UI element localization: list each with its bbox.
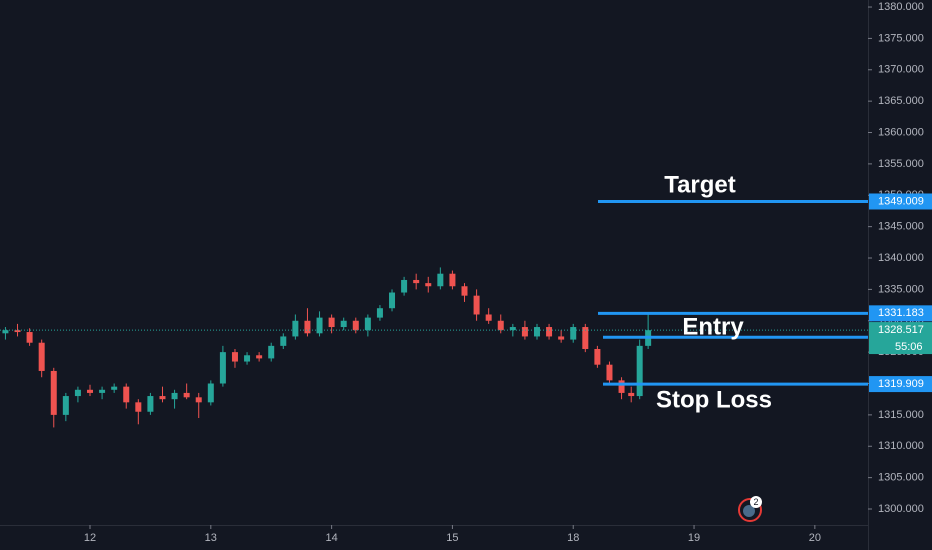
candle-body: [425, 283, 432, 287]
candle-body: [14, 330, 21, 333]
badge-count: 2: [753, 497, 758, 507]
candle-body: [401, 279, 408, 293]
level-price-label: 1349.009: [878, 195, 924, 207]
candle-body: [62, 396, 69, 415]
level-price-box: [869, 305, 932, 322]
candle-body: [256, 355, 263, 359]
candle-body: [558, 336, 565, 340]
candle-body: [521, 327, 528, 337]
candle-body: [352, 320, 359, 331]
event-icon-inner: [743, 505, 755, 517]
x-tick-label: 18: [567, 532, 579, 544]
candle-body: [111, 386, 118, 390]
candle-body: [38, 342, 45, 371]
candle-body: [618, 380, 625, 393]
candle-body: [268, 345, 275, 359]
candle-body: [437, 273, 444, 287]
level-price-box: [869, 376, 932, 393]
candle-body: [497, 320, 504, 331]
candle-body: [195, 397, 202, 403]
candle-body: [171, 392, 178, 400]
candle-body: [147, 396, 154, 412]
candle-body: [183, 392, 190, 398]
candle-body: [231, 352, 238, 362]
y-tick-label: 1335.000: [878, 283, 924, 295]
current-price-box: [869, 322, 932, 355]
level-price-box: [869, 193, 932, 210]
candle-body: [304, 320, 311, 334]
level-price-label: 1319.909: [878, 378, 924, 390]
candle-body: [389, 292, 396, 309]
x-tick-label: 15: [446, 532, 458, 544]
candle-body: [50, 370, 57, 415]
x-tick-label: 12: [84, 532, 96, 544]
x-tick-label: 19: [688, 532, 700, 544]
annotation: Target: [664, 171, 736, 198]
candle-body: [159, 396, 166, 400]
level-price-label: 1331.183: [878, 307, 924, 319]
y-tick-label: 1370.000: [878, 64, 924, 76]
y-tick-label: 1375.000: [878, 32, 924, 44]
candle-body: [628, 392, 635, 397]
candle-body: [582, 327, 589, 349]
x-tick-label: 20: [809, 532, 821, 544]
candle-body: [135, 402, 142, 412]
candle-body: [606, 364, 613, 381]
candle-body: [636, 345, 643, 397]
x-tick-label: 13: [205, 532, 217, 544]
y-tick-label: 1315.000: [878, 409, 924, 421]
y-tick-label: 1305.000: [878, 472, 924, 484]
candle-body: [99, 389, 106, 393]
x-tick-label: 14: [325, 532, 337, 544]
candle-body: [26, 332, 33, 343]
candle-body: [485, 314, 492, 321]
candle-body: [87, 389, 94, 393]
candle-body: [328, 317, 335, 328]
y-tick-label: 1355.000: [878, 158, 924, 170]
candle-body: [280, 336, 287, 346]
candle-body: [533, 327, 540, 337]
candle-body: [219, 352, 226, 384]
annotation: Entry: [682, 313, 744, 340]
countdown-label: 55:06: [895, 341, 923, 353]
candle-body: [509, 327, 516, 331]
candle-body: [74, 389, 81, 397]
y-tick-label: 1300.000: [878, 503, 924, 515]
candle-body: [473, 295, 480, 315]
candle-body: [244, 355, 251, 362]
candle-body: [413, 279, 420, 284]
candle-body: [364, 317, 371, 331]
candle-body: [316, 317, 323, 334]
y-tick-label: 1310.000: [878, 440, 924, 452]
y-tick-label: 1380.000: [878, 1, 924, 13]
candle-body: [570, 327, 577, 340]
candle-body: [292, 320, 299, 337]
candle-body: [207, 383, 214, 403]
event-icon: [738, 498, 762, 522]
candle-body: [340, 320, 347, 328]
candle-body: [461, 286, 468, 296]
candle-body: [376, 308, 383, 318]
candle-body: [2, 330, 9, 334]
y-tick-label: 1340.000: [878, 252, 924, 264]
candle-body: [546, 327, 553, 337]
candle-body: [594, 348, 601, 365]
annotation: Stop Loss: [656, 386, 772, 413]
current-price-label: 1328.517: [878, 324, 924, 336]
candle-body: [449, 273, 456, 287]
badge-circle: [750, 496, 762, 508]
y-tick-label: 1360.000: [878, 126, 924, 138]
y-tick-label: 1365.000: [878, 95, 924, 107]
y-tick-label: 1345.000: [878, 221, 924, 233]
candle-body: [123, 386, 130, 403]
